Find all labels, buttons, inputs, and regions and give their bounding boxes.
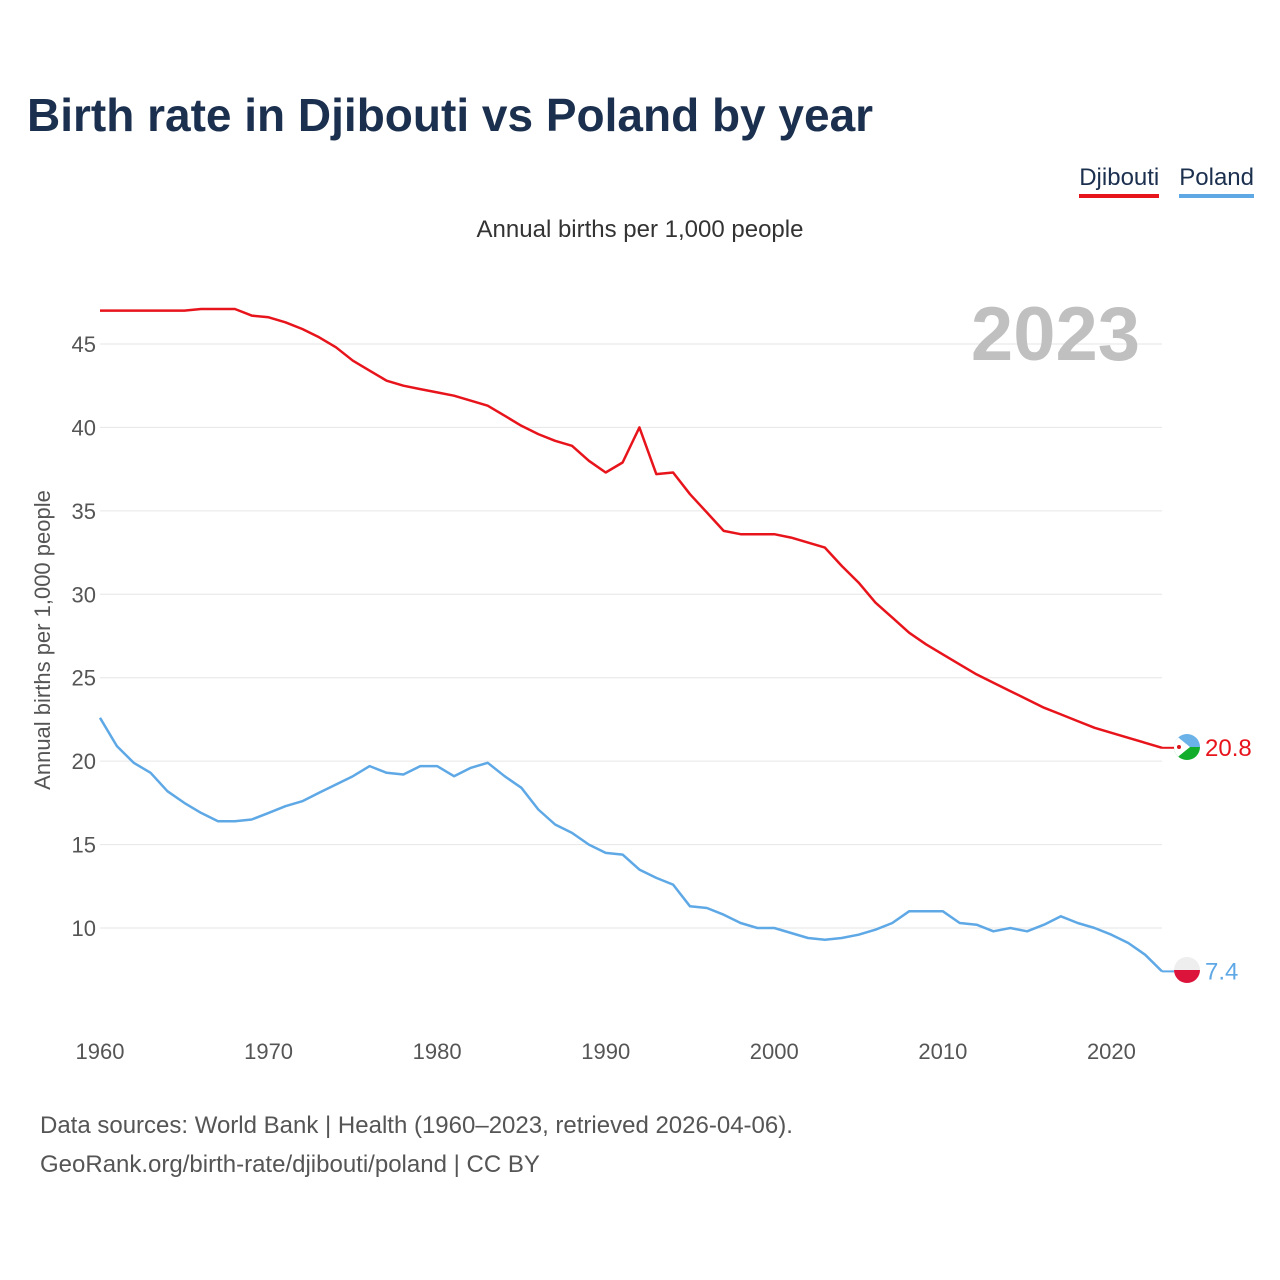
y-axis-ticks: 10 15 20 25 30 35 40 45: [72, 332, 96, 941]
series-line-poland: [98, 717, 1163, 973]
end-label-djibouti: 20.8: [1205, 735, 1252, 762]
x-tick-label-2010: 2010: [918, 1039, 967, 1064]
y-tick-label-25: 25: [72, 666, 96, 691]
source-url[interactable]: GeoRank.org/birth-rate/djibouti/poland |…: [40, 1151, 540, 1178]
y-tick-label-10: 10: [72, 916, 96, 941]
series-line-djibouti: [100, 307, 1163, 749]
data-source-note: Data sources: World Bank | Health (1960–…: [40, 1112, 793, 1139]
x-tick-label-2020: 2020: [1087, 1039, 1136, 1064]
x-tick-label-1960: 1960: [76, 1039, 125, 1064]
footer: Data sources: World Bank | Health (1960–…: [40, 1106, 793, 1184]
y-axis-label: Annual births per 1,000 people: [30, 490, 55, 790]
chart-title: Birth rate in Djibouti vs Poland by year: [27, 89, 874, 141]
y-tick-label-40: 40: [72, 415, 96, 440]
x-tick-label-2000: 2000: [750, 1039, 799, 1064]
y-tick-label-15: 15: [72, 833, 96, 858]
x-tick-label-1970: 1970: [244, 1039, 293, 1064]
legend: Djibouti Poland: [1079, 164, 1254, 198]
y-tick-label-35: 35: [72, 499, 96, 524]
poland-flag-icon: [1174, 957, 1200, 983]
legend-item-poland[interactable]: Poland: [1179, 164, 1254, 198]
chart-subtitle: Annual births per 1,000 people: [476, 216, 804, 243]
djibouti-flag-icon: [1174, 734, 1200, 760]
legend-item-djibouti[interactable]: Djibouti: [1079, 164, 1160, 198]
x-axis-ticks: 1960 1970 1980 1990 2000 2010 2020: [76, 1039, 1136, 1064]
gridlines: [100, 343, 1162, 929]
year-watermark: 2023: [971, 292, 1140, 377]
y-tick-label-30: 30: [72, 582, 96, 607]
y-tick-label-45: 45: [72, 332, 96, 357]
y-tick-label-20: 20: [72, 749, 96, 774]
series-layer: [98, 307, 1174, 973]
end-labels: 20.8 7.4: [1205, 735, 1252, 986]
end-label-poland: 7.4: [1205, 958, 1238, 985]
x-tick-label-1980: 1980: [413, 1039, 462, 1064]
x-tick-label-1990: 1990: [581, 1039, 630, 1064]
